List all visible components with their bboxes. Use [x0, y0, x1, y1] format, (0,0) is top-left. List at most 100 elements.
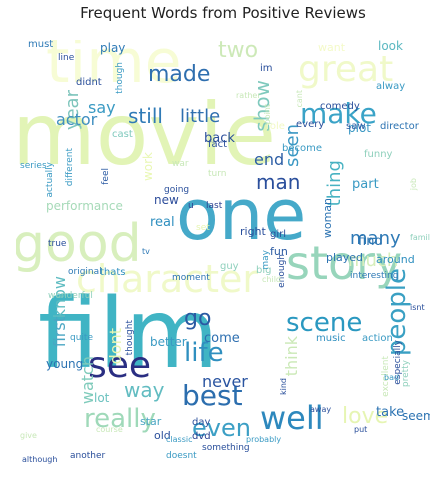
word: though — [115, 62, 125, 94]
word: child — [262, 275, 281, 284]
word: family — [410, 233, 430, 242]
word: something — [202, 443, 250, 453]
word: going — [164, 185, 190, 195]
word: alway — [376, 81, 406, 92]
word: woman — [321, 198, 334, 239]
word: think — [282, 336, 301, 377]
word: plot — [348, 121, 371, 135]
word: fun — [270, 245, 288, 258]
word: didnt — [76, 77, 102, 88]
word: even — [192, 414, 251, 442]
word: part — [352, 177, 379, 192]
word: line — [58, 53, 75, 63]
word: classic — [166, 435, 193, 444]
word: really — [84, 404, 156, 434]
word: played — [326, 251, 364, 264]
word: movie — [16, 85, 277, 185]
word: different — [65, 148, 75, 187]
word: isnt — [410, 303, 425, 312]
word: around — [376, 253, 415, 266]
word: many — [350, 228, 401, 249]
word: back — [204, 131, 235, 146]
word: love — [342, 404, 389, 429]
word: better — [150, 335, 187, 349]
word: dvd — [192, 431, 211, 442]
word: role — [266, 121, 285, 132]
word: turn — [208, 169, 227, 179]
word: must — [28, 40, 54, 50]
word: character — [76, 257, 258, 301]
word: director — [380, 121, 419, 132]
word: thats — [100, 267, 126, 278]
word: away — [310, 405, 332, 414]
word: well — [260, 399, 324, 437]
word: war — [172, 159, 189, 169]
word: big — [256, 265, 272, 276]
word: actor — [56, 110, 98, 129]
word: im — [260, 63, 273, 74]
word: dont — [106, 328, 125, 365]
word: first — [50, 316, 69, 348]
word: want — [318, 41, 346, 54]
word: every — [296, 119, 325, 130]
word: true — [48, 239, 67, 249]
word: never — [202, 372, 248, 391]
word: play — [100, 41, 126, 55]
word: original — [68, 267, 102, 277]
word: little — [180, 106, 221, 127]
word: good — [16, 214, 142, 274]
word: take — [376, 405, 405, 420]
word: funny — [364, 149, 393, 160]
word: best — [182, 379, 243, 412]
word: job — [409, 178, 418, 191]
word: right — [240, 225, 266, 238]
word: film — [38, 278, 219, 390]
word: time — [46, 40, 182, 97]
word: day — [192, 417, 211, 428]
word-cloud: movie film one time good story character great m… — [16, 40, 430, 468]
word: course — [96, 425, 123, 434]
word: pretty — [401, 360, 411, 388]
chart-title: Frequent Words from Positive Reviews — [80, 4, 366, 22]
word: tv — [142, 247, 150, 256]
word: music — [316, 333, 346, 344]
word: girl — [270, 229, 287, 240]
word: kind — [279, 378, 288, 396]
word: become — [282, 143, 323, 154]
word: old — [154, 429, 171, 442]
word: story — [286, 236, 403, 290]
word: although — [22, 455, 58, 464]
word: scene — [286, 308, 363, 338]
word: way — [124, 378, 165, 402]
word: lot — [94, 391, 110, 405]
word: moment — [172, 273, 210, 283]
word: feel — [101, 168, 111, 185]
word: end — [254, 150, 285, 169]
word: interesting — [350, 271, 399, 281]
word: rather — [236, 91, 261, 100]
word: real — [150, 215, 175, 230]
word: cast — [112, 129, 133, 140]
word: series — [20, 161, 47, 171]
word: u — [188, 201, 194, 211]
word: saw — [346, 121, 366, 132]
word: star — [140, 415, 162, 428]
word: much — [348, 250, 399, 271]
word: performance — [46, 199, 123, 213]
word: come — [204, 331, 240, 346]
word: see — [88, 345, 152, 386]
word: wonderful — [48, 291, 93, 301]
word: one — [176, 174, 307, 256]
word: cant — [295, 90, 304, 108]
word: guy — [220, 261, 239, 272]
word: thought — [125, 320, 135, 356]
word: action — [362, 333, 393, 344]
word: made — [148, 62, 211, 87]
word: put — [354, 425, 368, 434]
word: set — [196, 223, 210, 233]
word: seem — [402, 409, 430, 423]
word: actually — [45, 162, 55, 198]
word: comedy — [320, 101, 360, 112]
word: look — [378, 40, 403, 53]
word: give — [20, 431, 37, 440]
